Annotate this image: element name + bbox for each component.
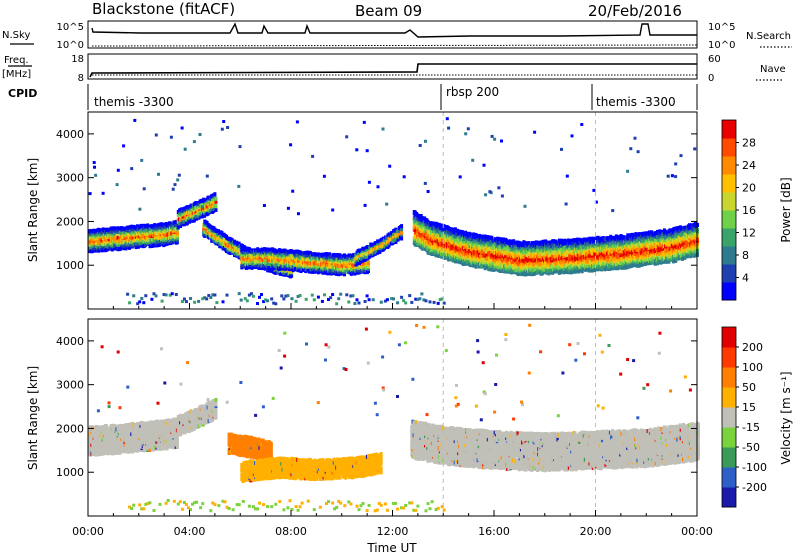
range-cell [123,239,127,244]
range-cell [130,228,134,233]
range-cell [158,242,162,247]
range-cell [98,240,102,245]
range-cell [400,224,404,229]
range-cell [214,207,218,212]
range-cell [92,243,96,248]
nave-label: Nave [760,64,786,75]
range-cell [173,237,177,242]
nsearch-series [91,44,698,47]
nsky-tick-top: 10^5 [57,22,84,33]
range-cell [218,241,222,246]
range-cell [195,216,199,221]
cpid-segment-2: rbsp 200 [446,85,499,99]
range-cell [115,233,119,238]
nsky-tick-bottom: 10^0 [57,40,84,51]
range-cell [225,239,228,244]
range-cell [214,199,218,204]
freq-tick-top: 18 [71,54,84,65]
nsky-series [91,22,697,38]
range-cell [134,240,138,245]
range-cell [99,228,103,233]
nsearch-tick-top: 10^5 [708,22,735,33]
range-cell [214,204,218,209]
station-title: Blackstone (fitACF) [92,0,235,18]
range-cell [182,222,186,227]
range-cell [145,228,149,233]
range-cell [204,209,208,214]
range-cell [136,224,139,229]
range-cell [99,235,103,240]
range-cell [167,224,171,229]
nsearch-tick-bottom: 10^0 [708,40,735,51]
range-cell [144,242,147,247]
range-cell [120,230,123,235]
range-cell [180,218,184,222]
cpid-segment-1: themis -3300 [94,95,174,109]
nsky-panel: N.Sky 10^5 10^0 10^5 10^0 N.Search [2,20,792,51]
range-cell [214,196,218,201]
freq-tick-bottom: 8 [78,73,84,84]
beam-title: Beam 09 [355,2,422,20]
power-data [88,112,699,309]
range-cell [220,238,224,243]
date-title: 20/Feb/2016 [588,2,682,20]
range-cell [183,219,187,224]
range-cell [147,224,151,229]
range-cell [176,212,180,217]
nsearch-label: N.Search [746,31,791,42]
freq-label: Freq. [4,55,29,66]
range-cell [217,235,220,240]
range-cell [102,227,106,232]
range-cell [202,227,206,232]
range-cell [171,222,175,227]
range-cell [221,235,225,240]
nave-tick-bottom: 0 [708,73,714,84]
range-cell [148,244,152,249]
range-cell [165,241,169,246]
range-cell [130,224,134,229]
nave-tick-top: 60 [708,54,721,65]
range-cell [213,192,217,197]
cpid-label: CPID [8,87,37,100]
range-cell [179,224,183,228]
cpid-strip: CPID themis -3300 rbsp 200 themis -3300 [8,84,698,110]
range-cell [169,221,173,226]
cpid-segment-3: themis -3300 [596,95,676,109]
range-cell [175,231,179,236]
range-cell [88,249,91,254]
nsky-label: N.Sky [2,30,30,41]
range-cell [212,208,216,213]
range-cell [107,243,111,248]
range-cell [114,226,118,231]
range-cell [400,236,404,241]
range-cell [203,232,207,237]
freq-unit: [MHz] [2,69,31,80]
range-cell [175,238,179,243]
range-cell [171,231,175,236]
range-cell [207,199,211,204]
range-cell [213,194,217,199]
range-cell [217,238,220,243]
freq-panel: Freq. [MHz] 18 8 60 0 Nave [2,53,786,84]
range-cell [175,222,179,227]
range-cell [218,244,222,249]
range-cell [162,223,166,228]
range-cell [105,241,109,246]
range-cell [116,235,120,240]
freq-series [89,63,697,78]
range-cell [134,245,138,250]
range-cell [92,241,96,245]
